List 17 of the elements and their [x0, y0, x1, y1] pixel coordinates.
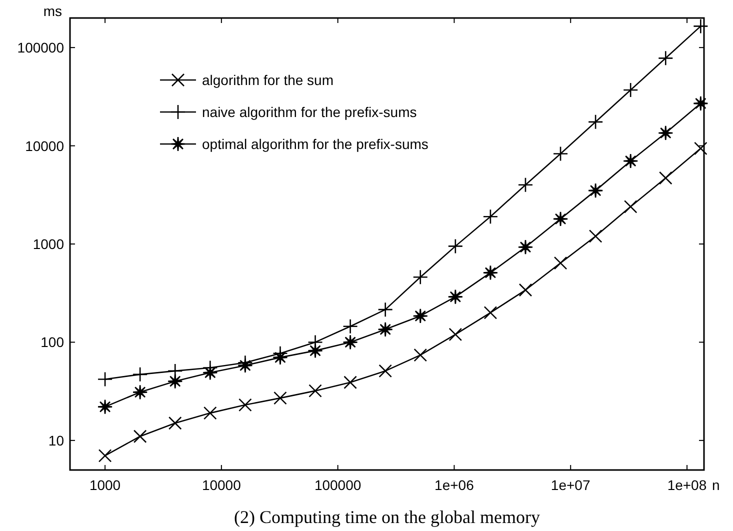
legend-label: algorithm for the sum: [202, 72, 334, 88]
x-tick-label: 1e+06: [434, 477, 474, 493]
x-tick-label: 1000: [89, 477, 121, 493]
legend-label: optimal algorithm for the prefix-sums: [202, 136, 428, 152]
x-tick-label: 10000: [202, 477, 242, 493]
y-tick-label: 10000: [25, 138, 64, 154]
text: (2) Computing time on the global memory: [234, 507, 540, 527]
legend-label: naive algorithm for the prefix-sums: [202, 104, 417, 120]
x-tick-label: 100000: [314, 477, 362, 493]
y-tick-label: 100000: [17, 40, 64, 56]
y-axis-title: ms: [43, 3, 62, 19]
y-tick-label: 10: [48, 432, 64, 448]
x-tick-label: 1e+08: [667, 477, 707, 493]
x-axis-title: n: [712, 477, 720, 493]
y-tick-label: 1000: [32, 236, 64, 252]
y-tick-label: 100: [40, 334, 64, 350]
x-tick-label: 1e+07: [550, 477, 590, 493]
